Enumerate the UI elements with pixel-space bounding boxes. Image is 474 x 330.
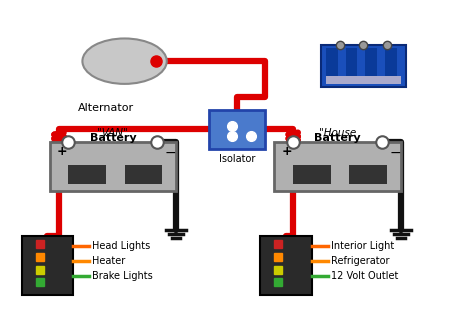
- Bar: [365, 48, 377, 84]
- Bar: [21, 236, 73, 295]
- Text: −: −: [164, 146, 176, 160]
- Text: "House: "House: [319, 128, 356, 138]
- Bar: [326, 76, 401, 84]
- Text: "VAN": "VAN": [98, 128, 128, 138]
- Bar: [50, 142, 176, 191]
- Bar: [385, 48, 397, 84]
- Text: Head Lights: Head Lights: [92, 241, 150, 251]
- Bar: [209, 110, 265, 149]
- Bar: [125, 165, 162, 184]
- Text: −: −: [389, 146, 401, 160]
- Text: Refrigerator: Refrigerator: [331, 256, 389, 266]
- Text: Battery: Battery: [314, 133, 361, 143]
- Text: +: +: [282, 145, 292, 158]
- Text: Alternator: Alternator: [78, 103, 134, 114]
- Bar: [346, 48, 357, 84]
- Text: Battery: Battery: [90, 133, 136, 143]
- Text: Interior Light: Interior Light: [331, 241, 394, 251]
- Bar: [321, 45, 406, 87]
- Bar: [349, 165, 387, 184]
- Bar: [293, 165, 331, 184]
- Bar: [260, 236, 312, 295]
- Bar: [274, 142, 401, 191]
- Text: 12 Volt Outlet: 12 Volt Outlet: [331, 271, 398, 281]
- Bar: [68, 165, 106, 184]
- Text: Isolator: Isolator: [219, 154, 255, 164]
- Bar: [326, 48, 337, 84]
- Text: Brake Lights: Brake Lights: [92, 271, 153, 281]
- Ellipse shape: [82, 39, 167, 84]
- Text: Heater: Heater: [92, 256, 125, 266]
- Text: +: +: [57, 145, 67, 158]
